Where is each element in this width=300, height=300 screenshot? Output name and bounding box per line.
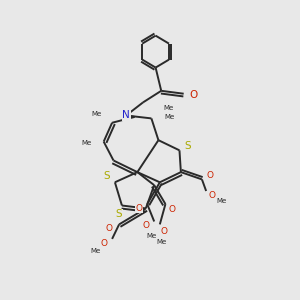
Text: O: O: [106, 224, 113, 233]
Text: O: O: [208, 191, 215, 200]
Text: O: O: [135, 204, 142, 213]
Text: Me: Me: [163, 105, 173, 111]
Text: Me: Me: [82, 140, 92, 146]
Text: O: O: [100, 239, 107, 248]
Text: S: S: [184, 141, 191, 151]
Text: O: O: [160, 227, 167, 236]
Text: N: N: [122, 110, 130, 121]
Text: Me: Me: [92, 111, 102, 117]
Text: Me: Me: [156, 239, 166, 245]
Text: S: S: [103, 172, 110, 182]
Text: Me: Me: [217, 198, 227, 204]
Text: O: O: [142, 221, 149, 230]
Text: Me: Me: [90, 248, 101, 254]
Text: O: O: [189, 90, 198, 100]
Text: Me: Me: [146, 233, 157, 239]
Text: O: O: [207, 170, 214, 179]
Text: Me: Me: [164, 114, 175, 120]
Text: O: O: [169, 206, 176, 214]
Text: S: S: [116, 209, 122, 219]
